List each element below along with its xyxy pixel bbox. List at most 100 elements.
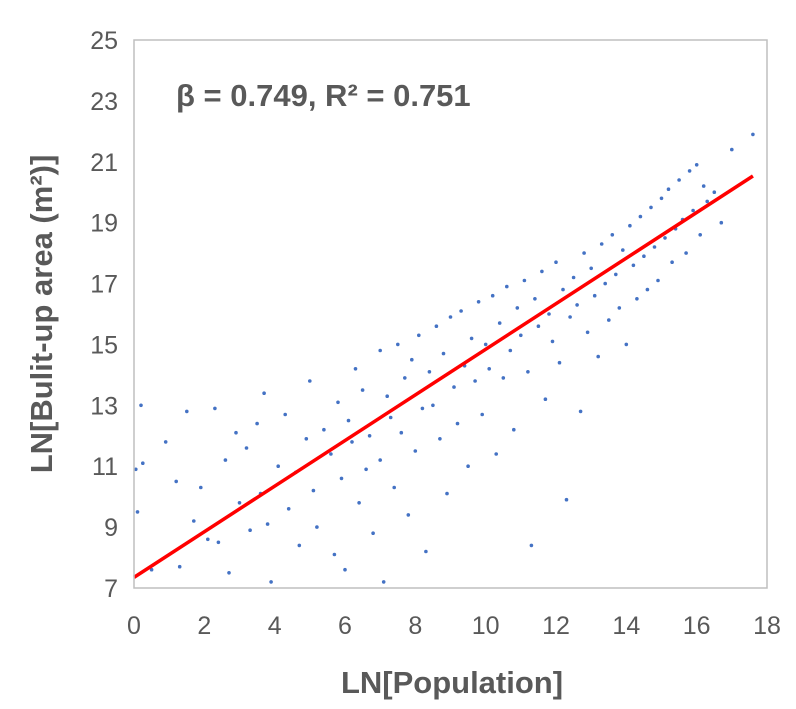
data-point [392, 485, 397, 490]
data-point [311, 488, 316, 493]
data-point [540, 269, 544, 274]
data-point [561, 287, 565, 292]
data-point [705, 199, 709, 204]
x-tick-label: 18 [753, 612, 781, 640]
data-point [603, 281, 607, 286]
data-point [575, 303, 579, 307]
data-point [329, 452, 333, 456]
plot-frame [133, 39, 768, 589]
data-point [684, 251, 688, 255]
data-point [712, 190, 717, 194]
data-point [339, 476, 344, 481]
data-point [529, 543, 534, 548]
data-point [364, 467, 368, 472]
data-point [265, 522, 270, 526]
y-tick-label: 17 [90, 271, 118, 299]
data-point [237, 501, 242, 505]
data-point [571, 275, 576, 280]
data-point [533, 297, 537, 301]
data-point [141, 461, 145, 466]
data-point [459, 309, 463, 313]
data-point [607, 318, 611, 322]
data-point [694, 163, 699, 167]
data-point [322, 427, 326, 432]
x-tick-label: 4 [268, 612, 282, 640]
data-point [578, 409, 583, 414]
data-point [371, 531, 375, 535]
data-point [483, 342, 488, 347]
data-point [677, 178, 681, 182]
data-point [508, 348, 513, 353]
y-tick-label: 13 [90, 392, 118, 420]
data-point [554, 260, 558, 265]
data-point [473, 379, 477, 383]
data-point [417, 333, 421, 338]
data-point [276, 464, 281, 469]
data-point [515, 306, 520, 310]
data-point [223, 458, 228, 462]
y-tick-label: 23 [90, 88, 118, 116]
data-point [185, 409, 189, 414]
data-point [388, 415, 393, 420]
y-tick-label: 11 [92, 453, 118, 481]
data-point [431, 403, 435, 408]
x-tick-label: 6 [338, 612, 352, 640]
data-point [719, 220, 724, 225]
data-point [452, 385, 456, 389]
scatter-points [134, 132, 755, 584]
x-tick-label: 2 [197, 612, 211, 640]
data-point [174, 479, 178, 484]
data-point [385, 394, 390, 399]
data-point [350, 440, 354, 444]
data-point [139, 403, 143, 408]
data-point [448, 315, 453, 319]
data-point [445, 491, 449, 496]
data-point [248, 528, 252, 532]
data-point [497, 321, 502, 325]
data-point [424, 549, 428, 554]
data-point [494, 452, 499, 456]
data-point [255, 421, 259, 426]
data-point [596, 354, 600, 359]
data-point [698, 233, 702, 237]
data-point [427, 370, 432, 374]
data-point [624, 342, 629, 347]
x-axis-ticks: 0 2 4 6 8 10 12 14 16 18 [127, 612, 781, 640]
data-point [645, 287, 650, 292]
data-point [244, 446, 249, 450]
data-point [149, 567, 154, 572]
data-point [536, 324, 541, 329]
data-point [297, 543, 302, 548]
data-point [649, 205, 653, 210]
data-point [628, 223, 632, 228]
data-point [691, 208, 695, 213]
data-point [227, 571, 231, 575]
data-point [659, 196, 664, 201]
x-tick-label: 16 [683, 612, 711, 640]
data-point [631, 263, 636, 268]
data-point [199, 485, 203, 490]
data-point [163, 440, 168, 444]
data-point [610, 233, 615, 237]
data-point [592, 293, 597, 298]
data-point [413, 449, 418, 453]
data-point [730, 147, 734, 152]
data-point [406, 513, 411, 517]
data-point [455, 421, 460, 426]
data-point [543, 397, 548, 402]
y-tick-label: 19 [90, 210, 118, 238]
data-point [512, 427, 516, 432]
data-point [134, 467, 138, 472]
data-point [617, 306, 622, 310]
data-point [557, 360, 562, 365]
data-point [206, 537, 210, 542]
data-point [192, 519, 196, 523]
data-point [262, 391, 266, 396]
y-tick-label: 25 [90, 27, 118, 55]
x-tick-label: 0 [127, 612, 141, 640]
data-point [399, 430, 404, 435]
data-point [308, 379, 312, 383]
data-point [469, 336, 474, 341]
y-axis-title: LN[Bulit-up area (m²)] [24, 155, 59, 474]
data-point [441, 351, 446, 356]
